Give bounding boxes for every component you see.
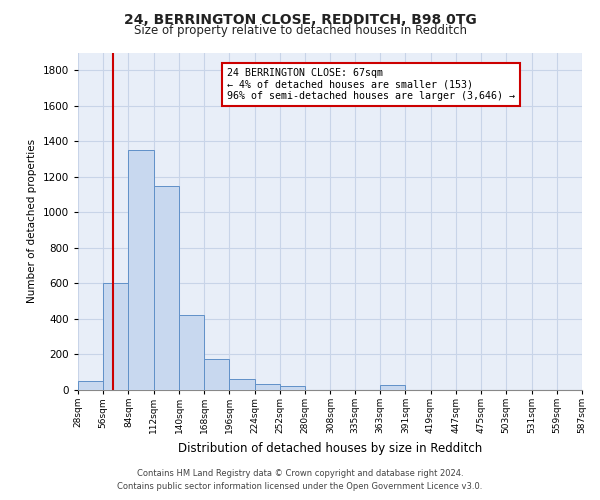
Bar [128,150,154,390]
Y-axis label: Number of detached properties: Number of detached properties [27,139,37,304]
Bar [255,384,280,390]
Text: 24 BERRINGTON CLOSE: 67sqm
← 4% of detached houses are smaller (153)
96% of semi: 24 BERRINGTON CLOSE: 67sqm ← 4% of detac… [227,68,515,101]
Bar [179,316,204,390]
Bar [380,384,405,390]
Text: Contains HM Land Registry data © Crown copyright and database right 2024.
Contai: Contains HM Land Registry data © Crown c… [118,470,482,491]
Text: Size of property relative to detached houses in Redditch: Size of property relative to detached ho… [133,24,467,37]
X-axis label: Distribution of detached houses by size in Redditch: Distribution of detached houses by size … [178,442,482,454]
Bar [78,381,103,390]
Text: 24, BERRINGTON CLOSE, REDDITCH, B98 0TG: 24, BERRINGTON CLOSE, REDDITCH, B98 0TG [124,12,476,26]
Bar [280,386,305,390]
Bar [204,359,229,390]
Bar [103,284,128,390]
Bar [154,186,179,390]
Bar [229,380,255,390]
